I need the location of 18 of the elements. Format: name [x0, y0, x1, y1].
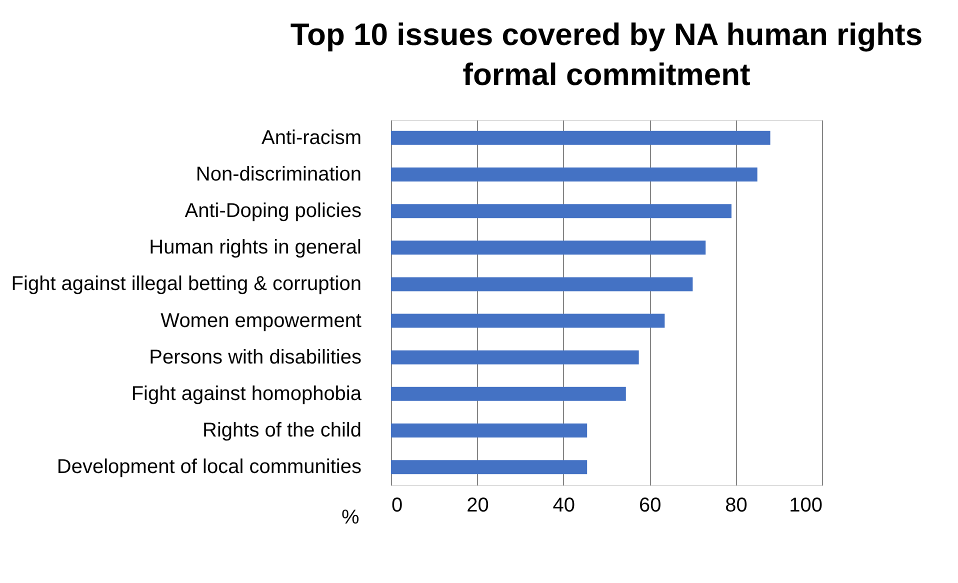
- y-tick-label: Women empowerment: [160, 310, 362, 332]
- x-tick-label: 60: [638, 494, 662, 516]
- y-tick-label: Fight against illegal betting & corruption: [11, 273, 362, 296]
- x-tick-label: 40: [552, 494, 576, 516]
- y-tick-label: Non-discrimination: [196, 163, 362, 186]
- x-tick-label: 20: [466, 494, 489, 516]
- y-tick-label: Human rights in general: [149, 236, 362, 259]
- x-tick-label: 0: [392, 494, 403, 516]
- y-tick-label: Development of local communities: [56, 456, 362, 478]
- chart-title: Top 10 issues covered by NA human rights formal commitment: [290, 17, 923, 92]
- y-tick-label: Anti-racism: [261, 126, 362, 149]
- y-tick-label: Rights of the child: [202, 420, 362, 442]
- x-axis-title: %: [342, 506, 360, 528]
- y-tick-label: Fight against homophobia: [131, 382, 362, 405]
- x-tick-label: 100: [789, 494, 822, 516]
- x-tick-label: 80: [725, 494, 748, 516]
- y-tick-label: Persons with disabilities: [149, 346, 362, 368]
- y-tick-label: Anti-Doping policies: [184, 200, 362, 222]
